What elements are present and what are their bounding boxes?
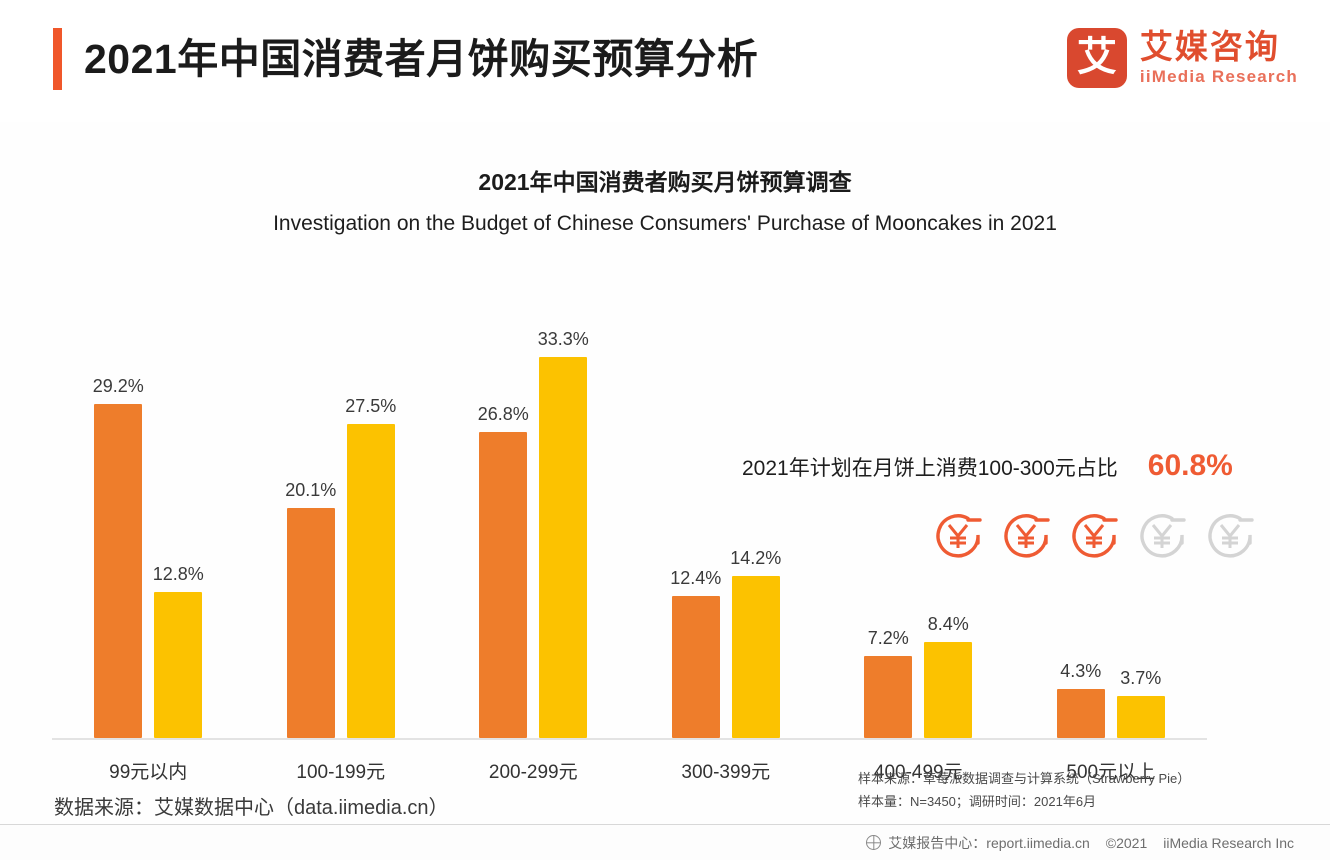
bar <box>539 357 588 738</box>
bar <box>286 508 335 738</box>
bar-column: 27.5% <box>345 338 397 738</box>
data-source-label: 数据来源：艾媒数据中心（data.iimedia.cn） <box>54 797 449 819</box>
bar-value-label: 20.1% <box>285 480 337 501</box>
bar <box>479 431 528 738</box>
yuan-coin-icon <box>1140 514 1186 558</box>
sample-notes: 样本来源：草莓派数据调查与计算系统（Strawberry Pie） 样本量：N=… <box>858 768 1190 814</box>
annotation-row: 2021年计划在月饼上消费100-300元占比 60.8% <box>742 449 1302 483</box>
bar <box>924 642 973 738</box>
chart-container: 2021年中国消费者购买月饼预算调查 Investigation on the … <box>0 122 1330 783</box>
logo-text-block: 艾媒咨询 iiMedia Research <box>1140 29 1298 87</box>
x-axis-tick-label: 500元以上 <box>1066 762 1156 783</box>
x-axis-category-labels: 99元以内 100-199元 200-299元 300-399元 400-499元 500… <box>52 757 1207 784</box>
logo-mark-char: 艾 <box>1076 35 1117 79</box>
logo-cn-name: 艾媒咨询 <box>1139 28 1280 66</box>
bar-column: 20.1% <box>285 338 337 738</box>
bar-value-label: 27.5% <box>345 395 397 416</box>
bar-column: 12.4% <box>670 338 722 738</box>
copyright-label: ©2021 <box>1105 834 1148 851</box>
chart-title: 2021年中国消费者购买月饼预算调查 <box>478 169 852 195</box>
bar-column: 29.2% <box>92 338 144 738</box>
logo-en-name: iiMedia Research <box>1139 66 1298 86</box>
bar-column: 7.2% <box>864 338 913 738</box>
annotation-block: 2021年计划在月饼上消费100-300元占比 60.8% <box>742 449 1302 561</box>
yuan-coin-icon <box>936 514 982 558</box>
bar <box>731 575 780 738</box>
report-center-group[interactable]: 艾媒报告中心：report.iimedia.cn <box>866 833 1090 853</box>
bar <box>1116 695 1165 738</box>
x-axis-tick-label: 300-399元 <box>681 762 771 783</box>
bar-value-label: 4.3% <box>1060 660 1102 681</box>
yuan-coin-icon-row <box>932 509 1302 561</box>
report-center-label[interactable]: 艾媒报告中心：report.iimedia.cn <box>888 834 1090 851</box>
bar-group: 7.2% 8.4% <box>823 338 1013 738</box>
sample-source-label: 样本来源：草莓派数据调查与计算系统（Strawberry Pie） <box>858 771 1191 786</box>
annotation-text: 2021年计划在月饼上消费100-300元占比 <box>742 457 1118 480</box>
bar-column: 14.2% <box>730 338 782 738</box>
accent-bar-icon <box>53 28 62 90</box>
x-axis-tick-label: 200-299元 <box>488 762 578 783</box>
bar-column: 26.8% <box>477 338 529 738</box>
bar-group: 4.3% 3.7% <box>1016 338 1206 738</box>
bar-value-label: 14.2% <box>730 547 782 568</box>
bar-value-label: 8.4% <box>927 614 969 634</box>
page-header: 2021年中国消费者月饼购买预算分析 艾 艾媒咨询 iiMedia Resear… <box>0 0 1330 122</box>
bar <box>154 591 203 738</box>
bar-value-label: 7.2% <box>867 627 909 648</box>
bar-group: 20.1% 27.5% <box>246 338 436 738</box>
annotation-value: 60.8% <box>1147 449 1233 482</box>
bar-column: 12.8% <box>152 338 204 738</box>
bar-column: 8.4% <box>924 338 973 738</box>
bar <box>94 404 143 738</box>
yuan-coin-icon <box>1208 514 1254 558</box>
bar <box>346 423 395 738</box>
yuan-coin-icon <box>1072 514 1118 558</box>
bar-value-label: 33.3% <box>537 329 589 350</box>
page-title: 2021年中国消费者月饼购买预算分析 <box>84 35 759 82</box>
bar-value-label: 12.4% <box>670 568 722 589</box>
bar <box>1056 688 1105 738</box>
brand-logo: 艾 艾媒咨询 iiMedia Research <box>1066 28 1298 88</box>
bottom-bar: 艾媒报告中心：report.iimedia.cn ©2021 iiMedia R… <box>0 824 1330 860</box>
globe-icon <box>866 835 882 850</box>
bar-value-label: 26.8% <box>477 403 529 424</box>
chart-subtitle: Investigation on the Budget of Chinese C… <box>273 211 1057 235</box>
bar-value-label: 29.2% <box>92 376 144 397</box>
company-label: iiMedia Research Inc <box>1163 834 1294 851</box>
title-block: 2021年中国消费者月饼购买预算分析 <box>53 28 758 90</box>
x-axis-tick-label: 100-199元 <box>296 762 386 783</box>
bar-groups: 29.2% 12.8% 20.1% 27.5% 26.8% 33.3% 12.4% 14.2%… <box>52 329 1207 738</box>
bar-column: 4.3% <box>1056 338 1105 738</box>
logo-mark-icon: 艾 <box>1066 28 1127 88</box>
bar-group: 12.4% 14.2% <box>631 338 821 738</box>
bar-value-label: 12.8% <box>152 563 204 584</box>
bar <box>864 655 913 738</box>
bar-group: 29.2% 12.8% <box>53 338 243 738</box>
bar-group: 26.8% 33.3% <box>438 329 628 738</box>
sample-size-label: 样本量：N=3450；调研时间：2021年6月 <box>858 793 1097 809</box>
bar-column: 3.7% <box>1116 338 1165 738</box>
bar-value-label: 3.7% <box>1120 667 1162 688</box>
x-axis-tick-label: 99元以内 <box>109 762 188 783</box>
bar <box>671 596 720 738</box>
x-axis-tick-label: 400-499元 <box>873 762 963 783</box>
x-axis-line <box>52 738 1207 740</box>
plot-area: 29.2% 12.8% 20.1% 27.5% 26.8% 33.3% 12.4% 14.2%… <box>52 277 1282 792</box>
yuan-coin-icon <box>1004 514 1050 558</box>
bar-column: 33.3% <box>538 329 589 738</box>
